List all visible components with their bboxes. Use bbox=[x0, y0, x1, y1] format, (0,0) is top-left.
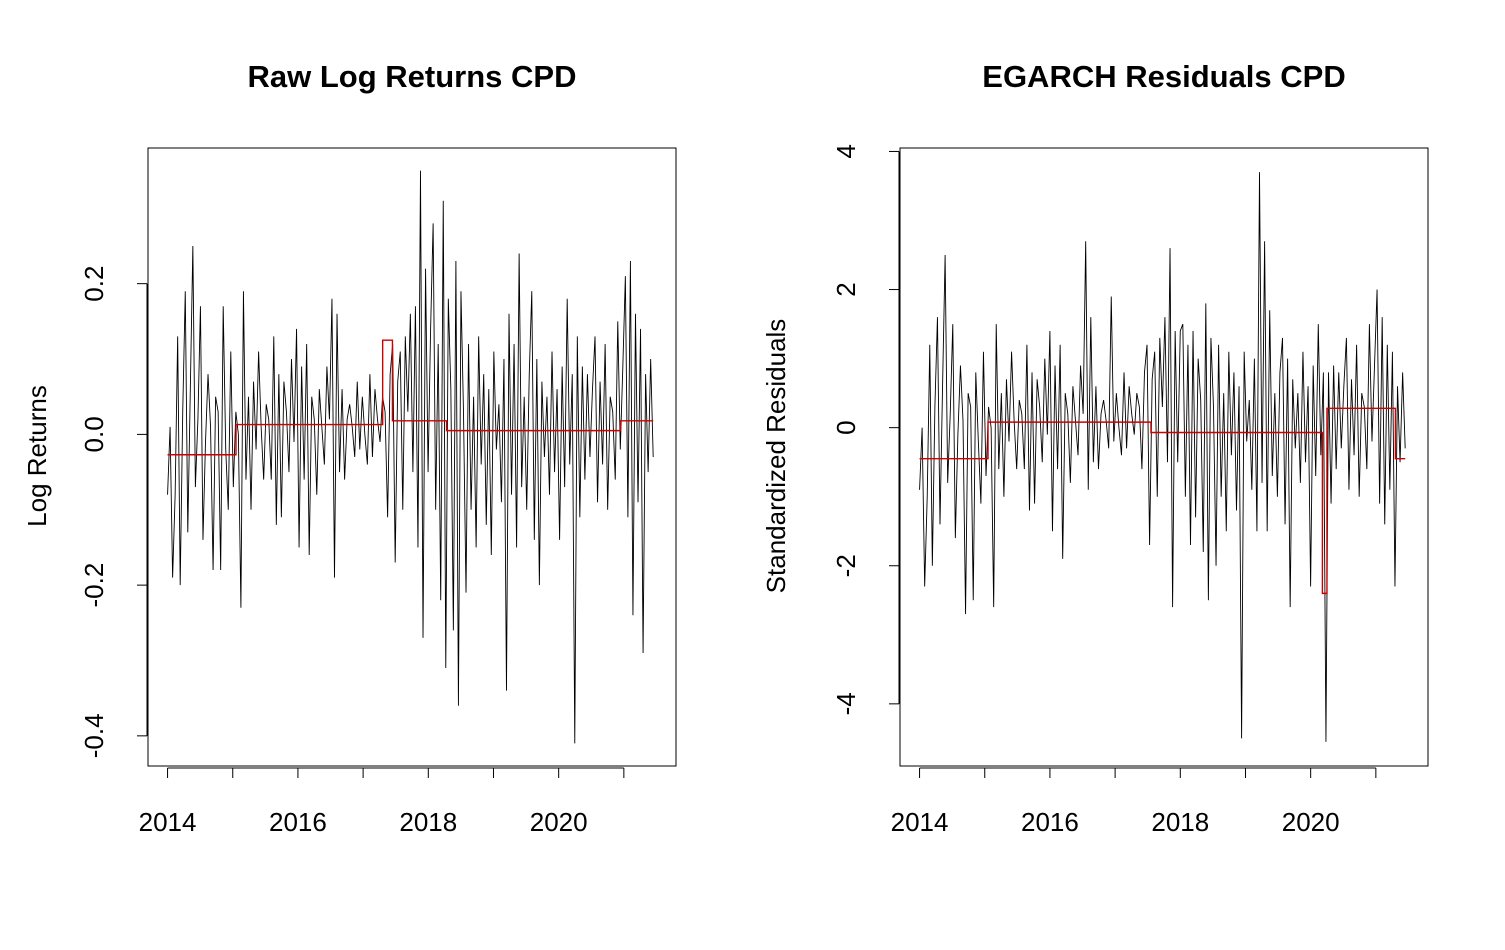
plot-area: 2014 2016 2018 2020 -4 -2 0 2 4 bbox=[831, 144, 1406, 837]
y-tick-label: -2 bbox=[831, 554, 861, 577]
x-tick-label: 2016 bbox=[269, 807, 327, 837]
y-tick-label: -0.4 bbox=[79, 713, 109, 758]
y-tick-label: 0.2 bbox=[79, 266, 109, 302]
y-axis-label: Log Returns bbox=[22, 385, 52, 527]
series-line bbox=[919, 172, 1406, 742]
changepoint-mean-line bbox=[919, 407, 1406, 595]
y-tick-label: -0.2 bbox=[79, 563, 109, 608]
chart-title: EGARCH Residuals CPD bbox=[982, 59, 1345, 94]
x-tick-label: 2018 bbox=[399, 807, 457, 837]
y-tick-label: 4 bbox=[831, 144, 861, 158]
chart-title: Raw Log Returns CPD bbox=[248, 59, 577, 94]
y-tick-label: 2 bbox=[831, 282, 861, 296]
y-tick-label: 0 bbox=[831, 420, 861, 434]
series-line bbox=[167, 170, 654, 744]
plot-frame bbox=[899, 147, 1429, 767]
x-tick-label: 2014 bbox=[891, 807, 949, 837]
x-tick-label: 2018 bbox=[1151, 807, 1209, 837]
x-tick-label: 2020 bbox=[1282, 807, 1340, 837]
plot-area: 2014 2016 2018 2020 -0.4 -0.2 0.0 0.2 bbox=[79, 170, 654, 837]
y-axis-label: Standardized Residuals bbox=[761, 319, 791, 594]
y-tick-label: -4 bbox=[831, 692, 861, 715]
egarch-residuals-panel: EGARCH Residuals CPD Standardized Residu… bbox=[761, 59, 1429, 837]
x-tick-label: 2020 bbox=[530, 807, 588, 837]
changepoint-mean-line bbox=[167, 339, 654, 456]
raw-returns-panel: Raw Log Returns CPD Log Returns 2014 2016… bbox=[22, 59, 677, 837]
y-tick-label: 0.0 bbox=[79, 416, 109, 452]
plot-frame bbox=[147, 147, 677, 767]
x-tick-label: 2014 bbox=[139, 807, 197, 837]
x-tick-label: 2016 bbox=[1021, 807, 1079, 837]
